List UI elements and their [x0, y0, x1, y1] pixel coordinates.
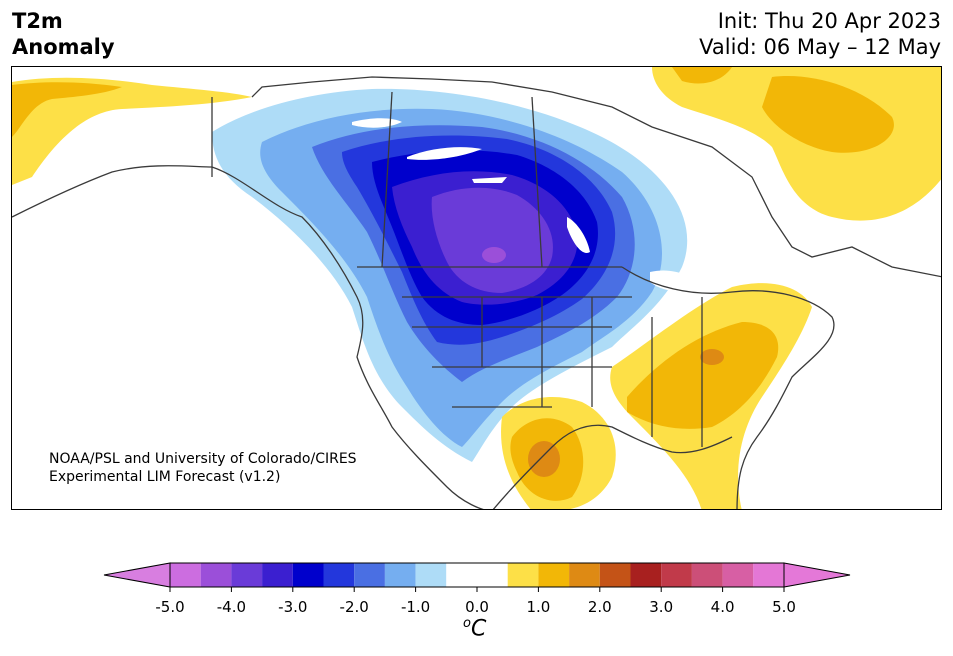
colorbar-unit: oC [463, 616, 486, 641]
colorbar-tick-label: 1.0 [526, 598, 551, 616]
colorbar-tick-label: -2.0 [339, 598, 369, 616]
colorbar-bin [507, 563, 539, 587]
colorbar-over-arrow [783, 562, 851, 588]
colorbar-tick-label: 0.0 [465, 598, 489, 616]
credit-line2: Experimental LIM Forecast (v1.2) [49, 469, 281, 485]
coastlines-and-borders [12, 76, 941, 509]
colorbar-bin [753, 563, 784, 587]
colorbar-bin [323, 563, 355, 587]
title-variable-line2: Anomaly [12, 35, 115, 59]
title-variable-line1: T2m [12, 9, 63, 33]
colorbar-bin [384, 563, 416, 587]
colorbar-bin [691, 563, 723, 587]
data-credit: NOAA/PSL and University of Colorado/CIRE… [49, 450, 357, 486]
unit-superscript: o [463, 616, 471, 631]
valid-date-label: Valid: 06 May – 12 May [699, 35, 941, 59]
colorbar-bin [599, 563, 631, 587]
map-svg [12, 67, 941, 509]
colorbar-svg [103, 562, 851, 592]
alaska-warm-anomaly [12, 77, 252, 185]
colorbar-bin [569, 563, 600, 587]
colorbar-tick-label: -4.0 [216, 598, 247, 616]
colorbar-bin [661, 563, 692, 587]
texas-warm-anomaly [501, 397, 616, 509]
colorbar-bin [292, 563, 324, 587]
colorbar-bin [170, 563, 201, 587]
colorbar-bin [200, 563, 232, 587]
init-date-label: Init: Thu 20 Apr 2023 [717, 9, 941, 33]
northeast-warm-anomaly [652, 67, 941, 221]
colorbar-tick-label: 3.0 [649, 598, 674, 616]
colorbar-bin [415, 563, 447, 587]
colorbar-bin [538, 563, 570, 587]
colorbar [103, 562, 851, 592]
colorbar-bin [446, 563, 477, 587]
colorbar-tick-label: -5.0 [155, 598, 185, 616]
anomaly-map [11, 66, 942, 510]
colorbar-ticks: -5.0 -4.0 -3.0 -2.0 -1.0 0.0 1.0 2.0 3.0 4.0 5.0 [0, 598, 953, 618]
forecast-dates: Init: Thu 20 Apr 2023 Valid: 06 May – 12… [699, 8, 941, 60]
colorbar-tick-label: -3.0 [278, 598, 308, 616]
colorbar-bin [722, 563, 754, 587]
colorbar-bin [262, 563, 293, 587]
colorbar-bin [477, 563, 508, 587]
colorbar-under-arrow [103, 562, 171, 588]
plot-title: T2m Anomaly [12, 8, 115, 60]
colorbar-bin [630, 563, 662, 587]
colorbar-bin [231, 563, 263, 587]
colorbar-tick-label: -1.0 [400, 598, 431, 616]
colorbar-tick-label: 4.0 [710, 598, 735, 616]
cold-anomaly [212, 88, 688, 463]
colorbar-tick-label: 2.0 [587, 598, 612, 616]
colorbar-bin [354, 563, 385, 587]
unit-base: C [470, 616, 487, 642]
credit-line1: NOAA/PSL and University of Colorado/CIRE… [49, 451, 357, 467]
colorbar-tick-label: 5.0 [772, 598, 796, 616]
